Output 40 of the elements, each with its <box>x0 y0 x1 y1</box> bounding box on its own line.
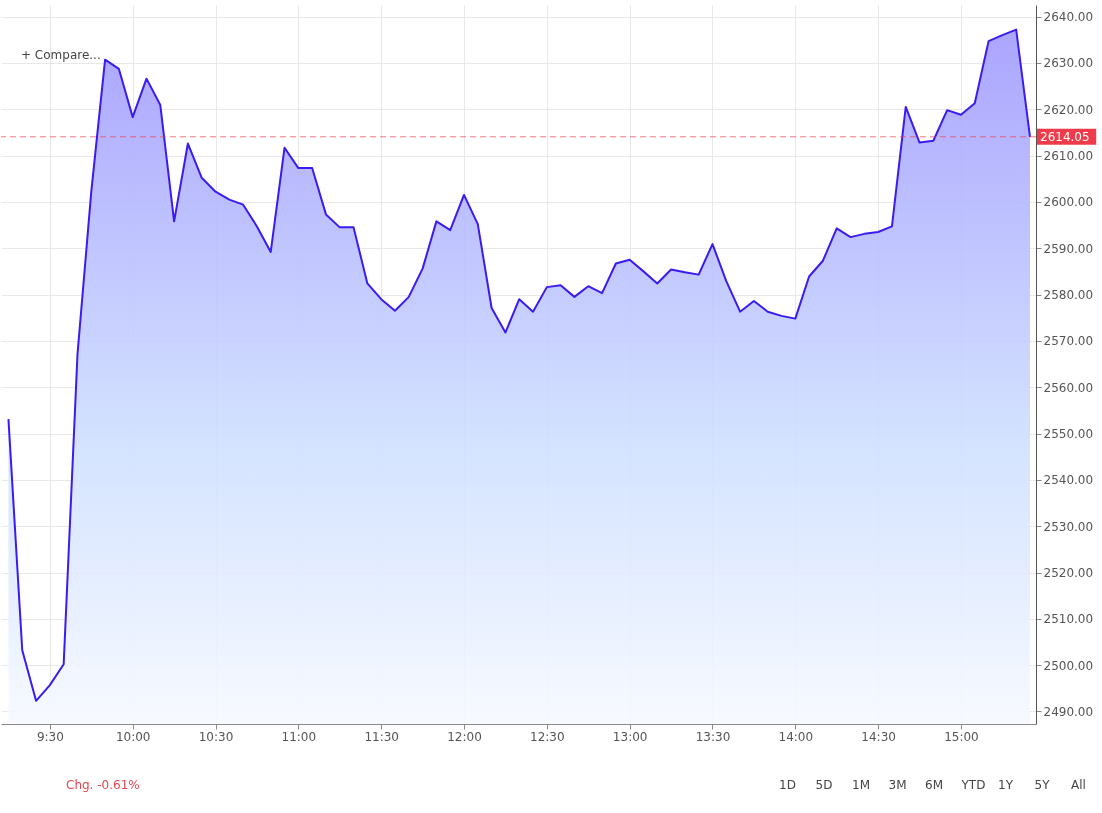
y-tick-label: 2620.00 <box>1043 102 1094 117</box>
y-tick-label: 2560.00 <box>1043 380 1094 395</box>
text: 1Y <box>998 778 1014 792</box>
x-tick-label: 14:30 <box>861 729 896 744</box>
text: 1M <box>852 778 870 792</box>
x-tick-label: 9:30 <box>36 729 64 744</box>
y-tick-label: 2580.00 <box>1043 288 1094 303</box>
text: YTD <box>960 778 986 792</box>
text: Chg. -0.61% <box>66 778 140 792</box>
y-tick-label: 2630.00 <box>1043 56 1094 71</box>
x-tick-label: 11:30 <box>364 729 399 744</box>
y-tick-label: 2530.00 <box>1043 519 1094 534</box>
text: 3M <box>888 778 907 792</box>
text: All <box>1071 778 1086 792</box>
x-tick-label: 12:30 <box>530 729 565 744</box>
text: 6M <box>925 778 943 792</box>
y-tick-label: 2590.00 <box>1043 241 1094 256</box>
x-tick-label: 15:00 <box>944 729 979 744</box>
y-tick-label: 2510.00 <box>1043 612 1094 627</box>
text: 5Y <box>1034 778 1051 792</box>
x-tick-label: 12:00 <box>447 729 482 744</box>
y-tick-label: 2600.00 <box>1043 195 1094 210</box>
x-tick-label: 10:00 <box>115 729 151 744</box>
x-tick-label: 11:00 <box>281 729 317 744</box>
ref-line-label: 2614.05 <box>1040 129 1090 144</box>
text: 5D <box>815 778 833 792</box>
annotation: + Compare... <box>21 48 101 62</box>
x-tick-label: 13:30 <box>695 729 731 744</box>
y-tick-label: 2500.00 <box>1043 658 1094 673</box>
x-tick-label: 13:00 <box>612 729 648 744</box>
text: 1D <box>779 778 796 792</box>
y-tick-label: 2570.00 <box>1043 334 1094 349</box>
y-tick-label: 2550.00 <box>1043 427 1094 442</box>
x-tick-label: 10:30 <box>198 729 234 744</box>
x-tick-label: 14:00 <box>778 729 814 744</box>
y-tick-label: 2520.00 <box>1043 566 1094 581</box>
y-tick-label: 2640.00 <box>1043 10 1094 25</box>
y-tick-label: 2540.00 <box>1043 473 1094 488</box>
y-tick-label: 2610.00 <box>1043 149 1094 164</box>
y-tick-label: 2490.00 <box>1043 704 1094 719</box>
